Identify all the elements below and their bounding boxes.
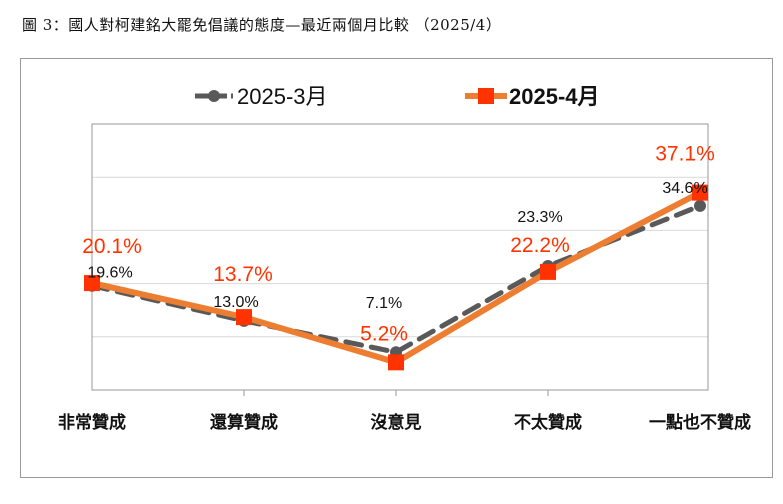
data-label-2025-4: 13.7%: [213, 263, 273, 286]
data-label-2025-4: 37.1%: [655, 143, 715, 166]
marker-2025-4: [540, 263, 556, 280]
data-label-2025-4: 20.1%: [82, 235, 142, 258]
legend-label-2025-4: 2025-4月: [509, 84, 600, 109]
data-label-2025-3: 23.3%: [517, 209, 562, 226]
data-label-2025-3: 13.0%: [213, 294, 258, 311]
x-tick-label: 沒意見: [371, 412, 422, 433]
x-tick-label: 還算贊成: [210, 412, 278, 433]
x-tick-label: 非常贊成: [58, 412, 126, 433]
legend-marker-2025-4: [478, 88, 494, 104]
data-label-2025-3: 19.6%: [87, 265, 132, 282]
data-label-2025-3: 34.6%: [662, 180, 707, 197]
x-tick-label: 一點也不贊成: [649, 412, 751, 433]
x-tick-label: 不太贊成: [514, 412, 582, 433]
marker-2025-4: [236, 309, 252, 326]
marker-2025-4: [692, 184, 708, 201]
legend-label-2025-3: 2025-3月: [237, 84, 328, 109]
plot-area: [91, 123, 709, 391]
legend-marker-2025-3: [208, 90, 220, 102]
data-label-2025-4: 5.2%: [360, 322, 408, 345]
data-label-2025-3: 7.1%: [366, 295, 402, 312]
marker-2025-3: [694, 199, 706, 212]
legend: 2025-3月 2025-4月: [195, 84, 600, 109]
figure-title: 圖 3：國人對柯建銘大罷免倡議的態度—最近兩個月比較 （2025/4）: [22, 16, 502, 34]
marker-2025-4: [388, 354, 404, 371]
data-label-2025-4: 22.2%: [510, 234, 570, 257]
marker-2025-4: [84, 275, 100, 292]
chart-frame: [20, 58, 773, 478]
